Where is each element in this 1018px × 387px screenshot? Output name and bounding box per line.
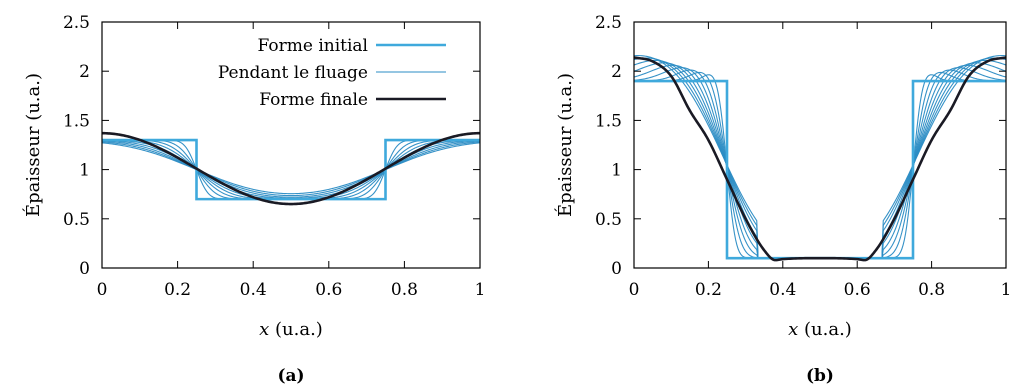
creep-curve-5 bbox=[633, 64, 1007, 259]
creep-curve-8 bbox=[633, 57, 1007, 259]
y-tick-label: 2.5 bbox=[63, 13, 90, 33]
x-axis-variable: x bbox=[788, 319, 798, 340]
creep-curve-3 bbox=[633, 69, 1007, 259]
creep-curve-7 bbox=[633, 59, 1007, 259]
chart-panel-b: 0 0.2 0.4 0.6 0.8 1 0 0.5 1 1.5 2 2.5 x (u.a.) Épaiss… bbox=[553, 13, 1011, 386]
creep-curve-8 bbox=[101, 141, 481, 197]
x-tick-label: 0.2 bbox=[695, 280, 722, 300]
x-tick-label: 0.6 bbox=[844, 280, 871, 300]
y-axis-title: Épaisseur (u.a.) bbox=[553, 73, 576, 217]
initial-shape-line bbox=[634, 79, 1006, 260]
legend-label-final: Forme finale bbox=[259, 90, 368, 110]
y-axis-title: Épaisseur (u.a.) bbox=[21, 73, 44, 217]
panel-caption: (a) bbox=[277, 366, 304, 386]
y-tick-label: 1.5 bbox=[595, 111, 622, 131]
y-tick-label: 2.5 bbox=[595, 13, 622, 33]
initial-shape-line bbox=[102, 138, 480, 201]
y-tick-label: 2 bbox=[79, 62, 90, 82]
y-tick-label: 2 bbox=[611, 62, 622, 82]
creep-curve-4 bbox=[633, 67, 1007, 259]
legend-label-initial: Forme initial bbox=[258, 36, 368, 56]
creep-curve-1 bbox=[634, 74, 1006, 259]
legend-label-creep: Pendant le fluage bbox=[218, 63, 368, 83]
y-tick-label: 0 bbox=[79, 259, 90, 279]
creep-curves bbox=[633, 55, 1007, 259]
y-tick-label: 0 bbox=[611, 259, 622, 279]
chart-panel-a: 0 0.2 0.4 0.6 0.8 1 0 0.5 1 1.5 2 2.5 x (u.a.) Épaiss… bbox=[21, 13, 485, 386]
x-axis-title: x (u.a.) bbox=[259, 319, 323, 340]
x-tick-label: 0.4 bbox=[769, 280, 796, 300]
plot-frame bbox=[633, 21, 1007, 269]
creep-curve-9 bbox=[633, 55, 1007, 259]
creep-curve-2 bbox=[634, 71, 1006, 259]
x-tick-label: 1 bbox=[1001, 280, 1012, 300]
x-tick-label: 0.6 bbox=[315, 280, 342, 300]
x-tick-label: 0.2 bbox=[164, 280, 191, 300]
x-tick-label: 0 bbox=[629, 280, 640, 300]
creep-curve-9 bbox=[101, 142, 481, 195]
final-shape-line bbox=[101, 131, 481, 206]
x-axis-unit: (u.a.) bbox=[798, 319, 852, 340]
final-shape-line bbox=[633, 56, 1007, 262]
panel-caption: (b) bbox=[806, 366, 834, 386]
x-axis-title: x (u.a.) bbox=[788, 319, 852, 340]
x-tick-label: 1 bbox=[475, 280, 486, 300]
x-tick-label: 0.4 bbox=[240, 280, 267, 300]
y-tick-label: 1 bbox=[611, 161, 622, 181]
y-tick-label: 0.5 bbox=[63, 210, 90, 230]
legend: Forme initial Pendant le fluage Forme fina… bbox=[218, 36, 446, 110]
x-tick-label: 0.8 bbox=[918, 280, 945, 300]
x-axis-variable: x bbox=[259, 319, 269, 340]
creep-curve-7 bbox=[101, 140, 481, 198]
x-axis-unit: (u.a.) bbox=[269, 319, 323, 340]
x-tick-label: 0.8 bbox=[391, 280, 418, 300]
plot-frame bbox=[101, 21, 481, 269]
x-tick-label: 0 bbox=[97, 280, 108, 300]
y-tick-label: 1 bbox=[79, 161, 90, 181]
y-tick-label: 0.5 bbox=[595, 210, 622, 230]
y-tick-label: 1.5 bbox=[63, 111, 90, 131]
